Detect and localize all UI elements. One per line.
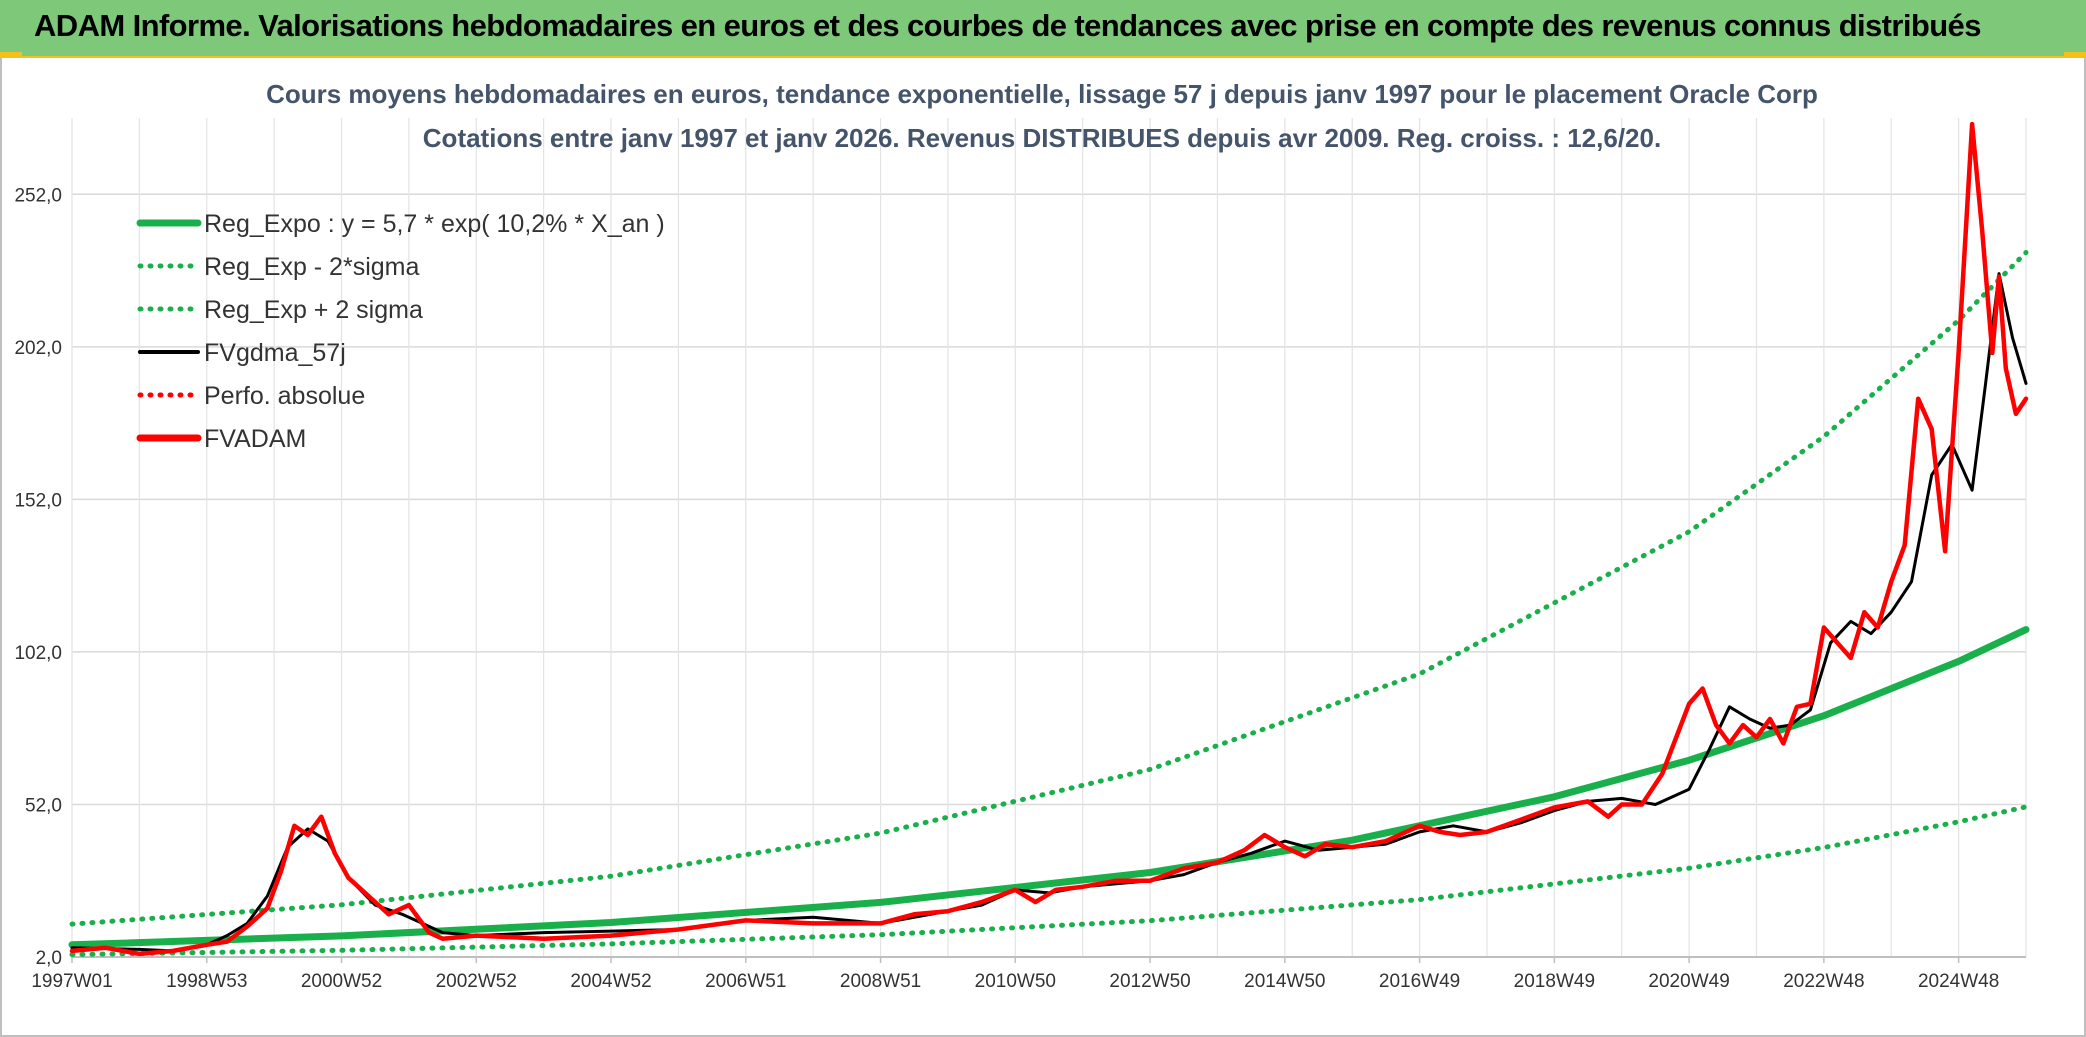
y-tick-label: 202,0 [14, 338, 62, 359]
page-title: ADAM Informe. Valorisations hebdomadaire… [34, 8, 1981, 43]
y-tick-label: 102,0 [14, 643, 62, 664]
series-line-5 [69, 121, 2029, 957]
y-tick-label: 152,0 [14, 490, 62, 511]
x-tick-label: 2016W49 [1379, 971, 1460, 992]
legend-label-3: FVgdma_57j [204, 339, 346, 367]
chart: Cours moyens hebdomadaires en euros, ten… [14, 79, 2030, 992]
corner-accent-left [0, 52, 22, 60]
x-tick-label: 2006W51 [705, 971, 786, 992]
y-tick-label: 52,0 [25, 795, 62, 816]
y-axis-ticks: 2,0 52,0 102,0 152,0 202,0 252,0 [14, 185, 62, 969]
legend-label-2: Reg_Exp + 2 sigma [204, 296, 423, 324]
corner-accent-right [2064, 52, 2086, 60]
x-tick-label: 2002W52 [436, 971, 517, 992]
grid [71, 118, 2027, 958]
chart-subtitle: Cotations entre janv 1997 et janv 2026. … [423, 123, 1661, 153]
x-tick-label: 2008W51 [840, 971, 921, 992]
y-tick-label: 2,0 [36, 948, 62, 969]
legend-label-5: FVADAM [204, 425, 306, 453]
x-tick-label: 1997W01 [31, 971, 112, 992]
x-axis-ticks: 1997W01 1998W53 2000W52 2002W52 2004W52 2006W… [31, 957, 1999, 992]
series-line-3 [70, 272, 2028, 953]
series-line-0 [68, 626, 2030, 949]
x-tick-label: 2018W49 [1514, 971, 1595, 992]
x-tick-label: 2020W49 [1648, 971, 1729, 992]
y-tick-label: 252,0 [14, 185, 62, 206]
x-tick-label: 2014W50 [1244, 971, 1325, 992]
page-banner: ADAM Informe. Valorisations hebdomadaire… [0, 0, 2086, 58]
x-tick-label: 2010W50 [975, 971, 1056, 992]
legend-label-4: Perfo. absolue [204, 382, 365, 410]
legend-label-1: Reg_Exp - 2*sigma [204, 253, 419, 281]
x-tick-label: 1998W53 [166, 971, 247, 992]
x-tick-label: 2012W50 [1109, 971, 1190, 992]
series-layer [68, 121, 2030, 958]
x-tick-label: 2004W52 [570, 971, 651, 992]
legend: Reg_Expo : y = 5,7 * exp( 10,2% * X_an )… [136, 210, 665, 453]
x-tick-label: 2022W48 [1783, 971, 1864, 992]
chart-title: Cours moyens hebdomadaires en euros, ten… [266, 79, 1818, 109]
x-tick-label: 2024W48 [1918, 971, 1999, 992]
x-tick-label: 2000W52 [301, 971, 382, 992]
legend-label-0: Reg_Expo : y = 5,7 * exp( 10,2% * X_an ) [204, 210, 665, 238]
series-line-2 [69, 250, 2029, 927]
chart-frame: Cours moyens hebdomadaires en euros, ten… [0, 58, 2086, 1037]
